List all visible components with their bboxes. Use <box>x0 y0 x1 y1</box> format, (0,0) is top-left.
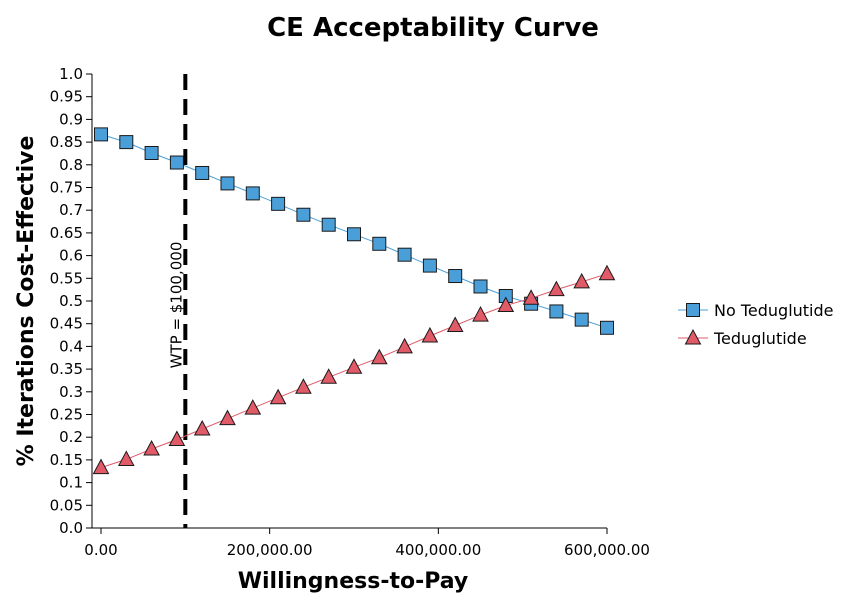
data-point-square <box>195 165 210 180</box>
y-tick-label: 0.5 <box>59 292 83 310</box>
y-axis: 0.0 0.05 0.1 0.15 0.2 0.25 0.3 0.35 0.4 0.45 0.5 0.… <box>50 65 93 537</box>
data-point-triangle <box>345 358 363 374</box>
y-tick-label: 1.0 <box>59 65 83 83</box>
data-point-square <box>372 236 387 251</box>
data-point-triangle <box>684 328 702 345</box>
data-point-square <box>600 320 614 335</box>
y-tick-label: 0.55 <box>50 269 83 287</box>
data-point-square <box>220 176 235 191</box>
data-point-square <box>397 247 412 262</box>
data-point-square <box>574 312 589 327</box>
y-tick-label: 0.65 <box>50 224 83 242</box>
data-point-triangle <box>497 296 515 313</box>
legend-label: Teduglutide <box>713 329 807 348</box>
data-point-triangle <box>193 419 211 436</box>
legend-item: Teduglutide <box>678 328 807 348</box>
data-point-square <box>245 186 260 201</box>
data-point-triangle <box>295 378 312 394</box>
data-point-square <box>119 135 134 150</box>
data-point-triangle <box>598 264 616 281</box>
y-axis-title: % Iterations Cost-Effective <box>14 136 39 467</box>
data-point-square <box>271 196 286 211</box>
data-point-square <box>169 155 184 170</box>
chart-title: CE Acceptability Curve <box>267 13 599 43</box>
data-point-square <box>422 258 437 273</box>
data-point-triangle <box>370 348 388 365</box>
data-point-triangle <box>396 337 413 354</box>
y-tick-label: 0.85 <box>50 133 83 151</box>
data-point-triangle <box>244 399 262 415</box>
y-tick-label: 0.05 <box>50 496 83 514</box>
data-point-triangle <box>320 368 338 384</box>
x-tick-label: 200,000.00 <box>227 541 313 559</box>
data-point-square <box>549 304 564 319</box>
data-point-triangle <box>219 409 236 426</box>
y-tick-label: 0.8 <box>59 156 83 174</box>
y-tick-label: 0.3 <box>59 383 83 401</box>
legend-item: No Teduglutide <box>678 301 834 320</box>
y-tick-label: 0.2 <box>59 428 83 446</box>
data-point-triangle <box>573 272 591 289</box>
y-tick-label: 0.6 <box>59 247 83 265</box>
data-point-square <box>144 145 159 160</box>
y-tick-label: 0.0 <box>59 519 83 537</box>
y-tick-label: 0.95 <box>50 88 83 106</box>
y-tick-label: 0.25 <box>50 406 83 424</box>
x-tick-label: 600,000.00 <box>564 541 650 559</box>
data-point-triangle <box>117 450 135 466</box>
y-tick-label: 0.35 <box>50 360 83 378</box>
data-point-square <box>321 217 336 232</box>
y-tick-label: 0.4 <box>59 337 83 355</box>
data-point-square <box>347 227 361 242</box>
data-point-triangle <box>548 280 565 297</box>
data-point-triangle <box>522 289 540 305</box>
y-tick-label: 0.1 <box>59 474 83 492</box>
legend-label: No Teduglutide <box>714 301 834 320</box>
wtp-threshold: WTP = $100,000 <box>167 74 188 528</box>
y-tick-label: 0.15 <box>50 451 83 469</box>
data-point-square <box>94 127 108 142</box>
data-point-square <box>296 207 311 222</box>
y-tick-label: 0.45 <box>50 315 83 333</box>
wtp-threshold-label: WTP = $100,000 <box>167 242 185 369</box>
data-point-triangle <box>168 430 186 446</box>
x-axis-title: Willingness-to-Pay <box>238 569 469 594</box>
x-axis: 0.00 200,000.00 400,000.00 600,000.00 <box>84 527 650 559</box>
data-point-square <box>448 269 463 284</box>
series-teduglutide <box>92 264 616 475</box>
data-point-triangle <box>421 326 439 343</box>
y-tick-label: 0.75 <box>50 179 83 197</box>
data-point-triangle <box>446 316 464 333</box>
series-layer <box>92 127 616 475</box>
legend: No Teduglutide Teduglutide <box>678 301 834 348</box>
data-point-triangle <box>143 439 160 456</box>
y-tick-label: 0.9 <box>59 110 83 128</box>
data-point-square <box>686 303 700 317</box>
x-tick-label: 400,000.00 <box>395 541 481 559</box>
data-point-square <box>473 279 488 294</box>
data-point-triangle <box>269 388 287 405</box>
x-tick-label: 0.00 <box>84 541 117 559</box>
data-point-triangle <box>472 306 489 322</box>
data-point-triangle <box>92 458 110 475</box>
y-tick-label: 0.7 <box>59 201 83 219</box>
